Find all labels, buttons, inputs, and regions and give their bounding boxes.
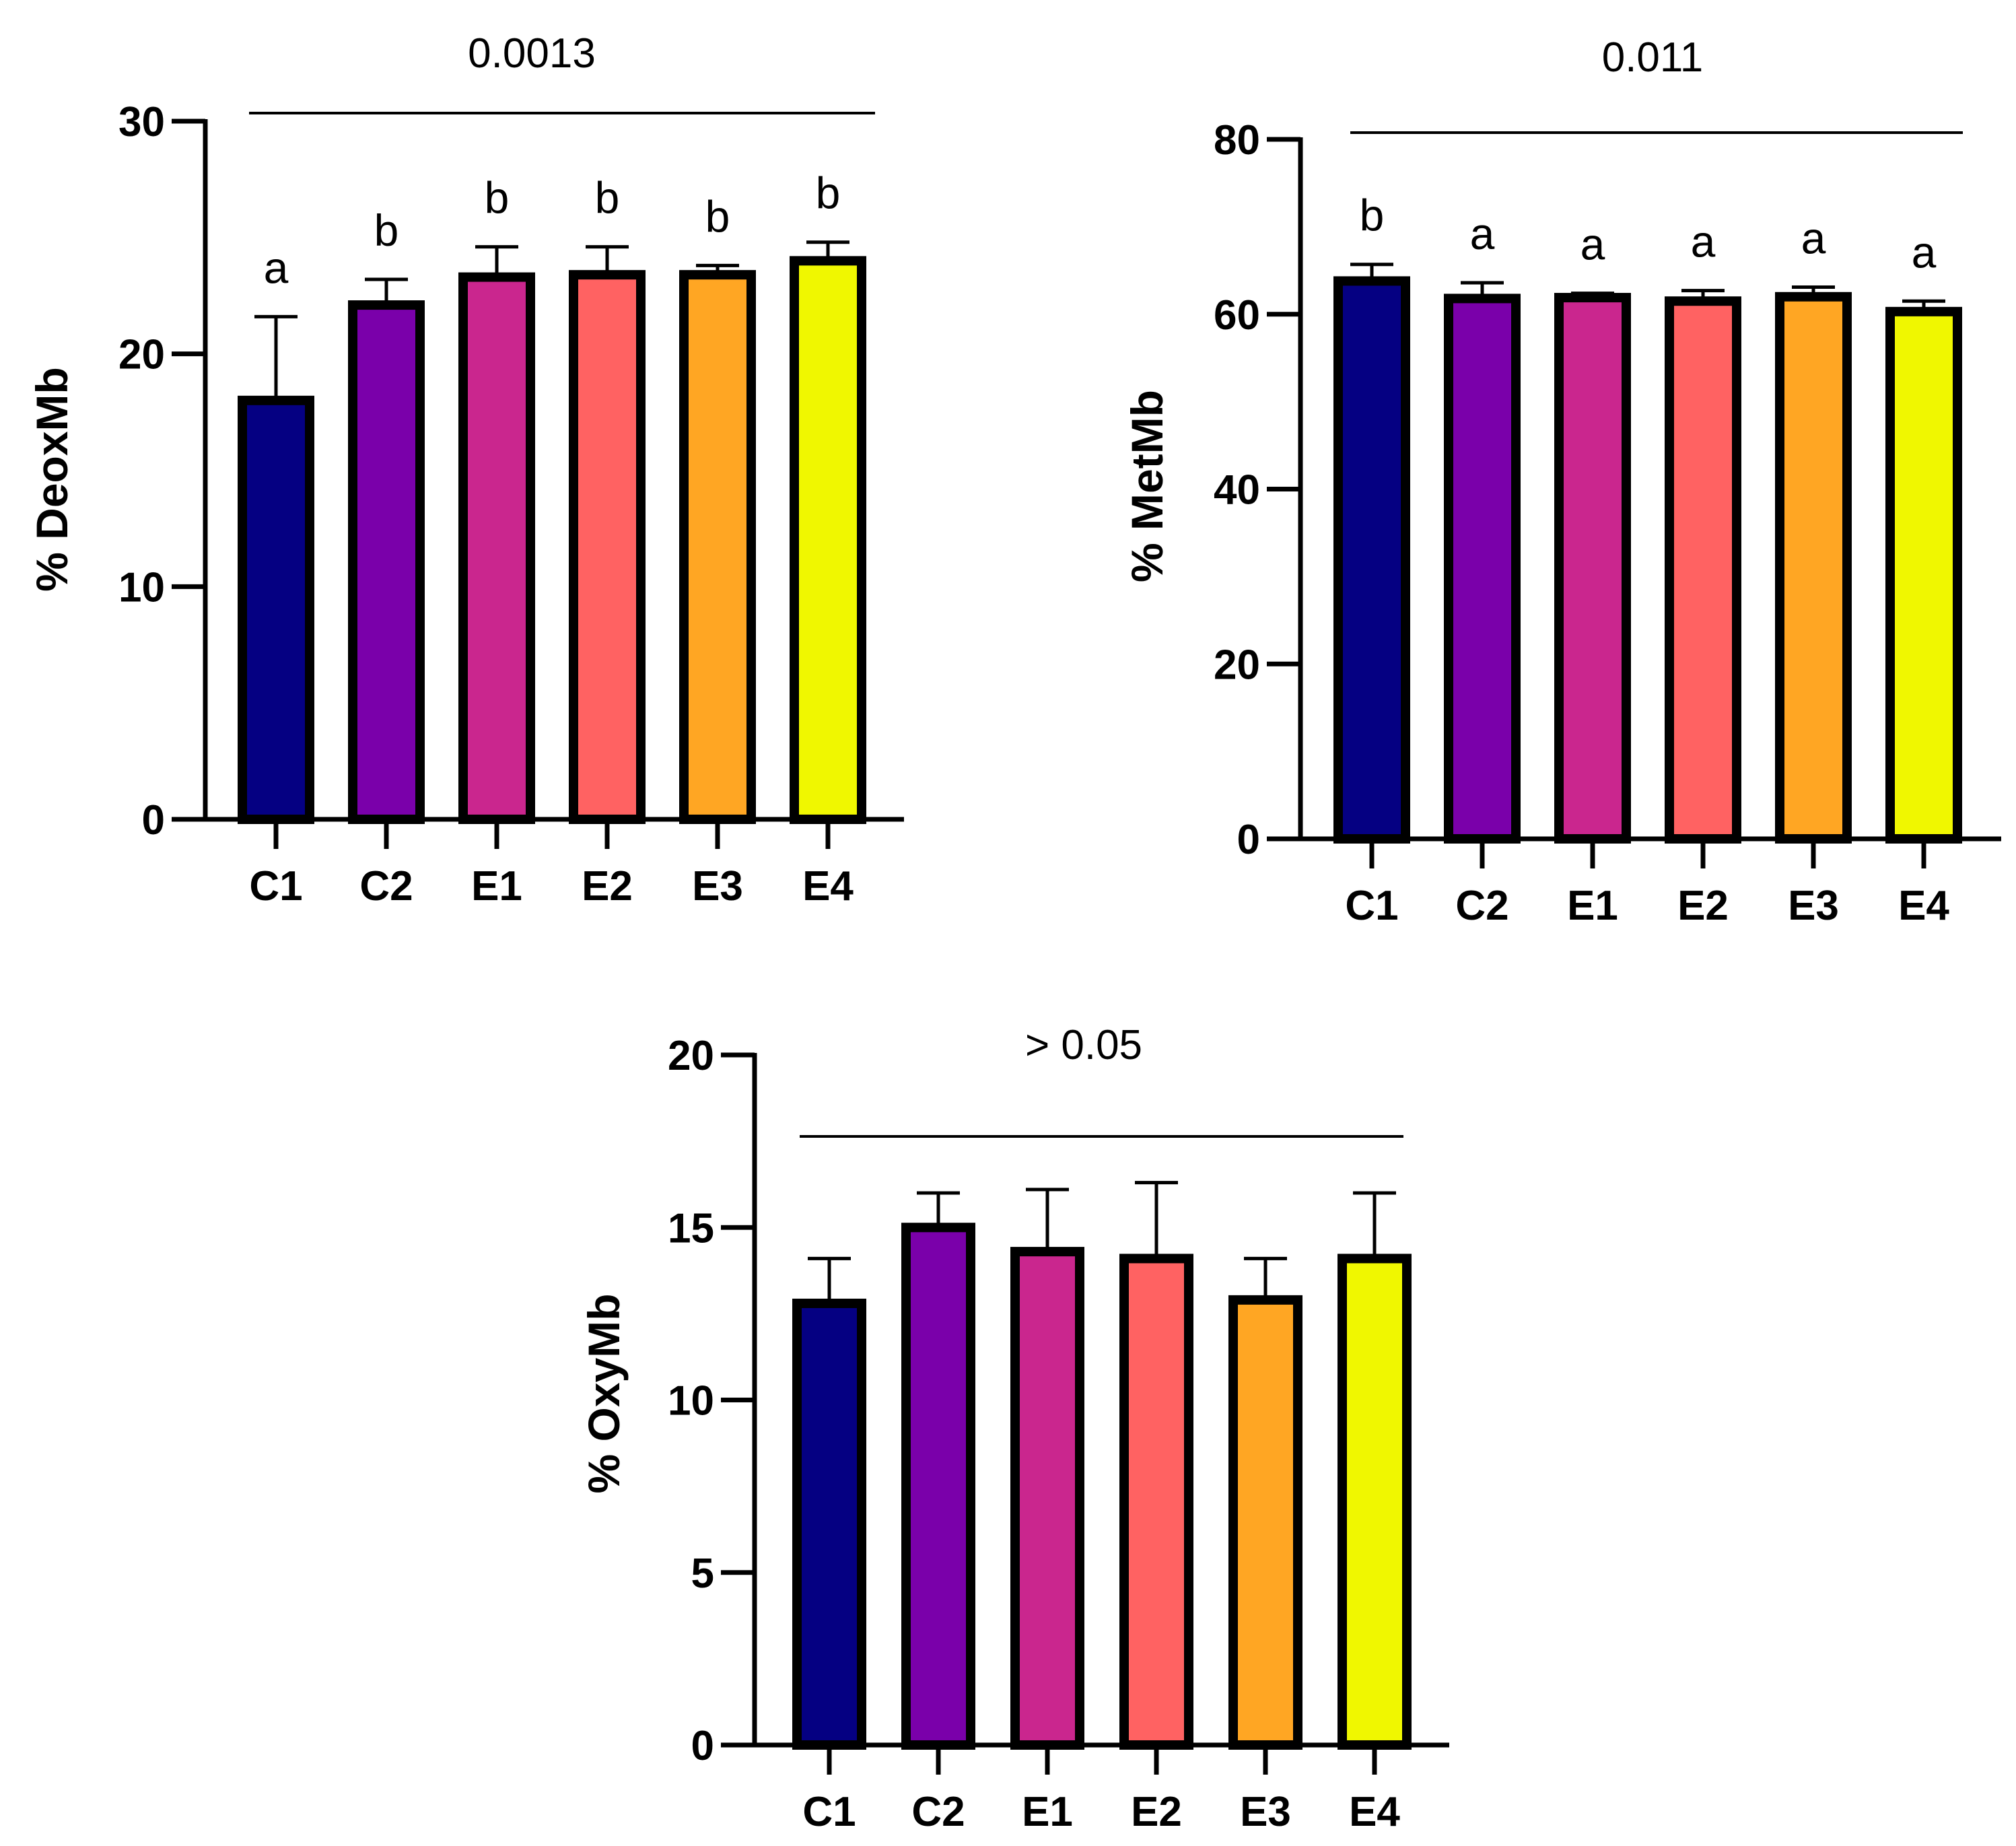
x-tick-label: E1 [1567, 883, 1618, 929]
y-tick-label: 40 [1214, 467, 1260, 514]
y-axis-title: % DeoxMb [27, 367, 77, 592]
bar-e2 [1119, 1254, 1193, 1750]
bar-c1 [792, 1299, 866, 1750]
y-tick-label: 5 [691, 1550, 714, 1597]
group-letter: a [1580, 219, 1605, 269]
x-tick-label: E2 [582, 863, 633, 910]
x-tick-label: E1 [1022, 1789, 1073, 1835]
y-tick-label: 80 [1214, 117, 1260, 164]
group-letter: a [1470, 209, 1495, 259]
y-tick-label: 10 [118, 564, 165, 611]
y-tick-label: 0 [1237, 817, 1260, 863]
x-tick-label: E4 [802, 863, 854, 910]
y-tick-label: 15 [668, 1205, 714, 1252]
group-letter: b [374, 205, 399, 255]
group-letter: b [485, 173, 510, 223]
y-tick-label: 30 [118, 99, 165, 145]
group-letter: a [1912, 227, 1937, 277]
y-tick-label: 20 [1214, 642, 1260, 688]
y-tick-label: 10 [668, 1378, 714, 1425]
x-tick-label: E2 [1677, 883, 1729, 929]
x-tick-label: E4 [1349, 1789, 1400, 1835]
group-letter: b [816, 168, 841, 218]
y-tick-label: 20 [668, 1033, 714, 1079]
x-tick-label: E3 [1240, 1789, 1291, 1835]
group-letter: b [1360, 191, 1385, 240]
group-letter: b [595, 173, 620, 223]
x-tick-label: E1 [471, 863, 522, 910]
bar-c2 [901, 1223, 975, 1750]
bar-e4 [1337, 1254, 1412, 1750]
group-letter: b [705, 191, 730, 241]
chart-panel-oxymb: % OxyMb > 0.05 0 5 10 15 20 C1 C2 E1 E2 E3 E4 [579, 1022, 1449, 1835]
x-tick-label: C2 [359, 863, 413, 910]
chart-panel-deoxmb: % DeoxMb 0.0013 a b b b b b 0 10 20 30 C1 C2 E1 E2 E3 E… [27, 30, 904, 910]
bar-c2 [1444, 294, 1521, 844]
bar-e4 [1885, 306, 1962, 844]
bar-e4 [790, 256, 866, 824]
bar-e2 [569, 270, 646, 824]
y-tick-label: 60 [1214, 292, 1260, 339]
group-letter: a [1691, 217, 1716, 267]
x-tick-label: C1 [1345, 883, 1398, 929]
x-tick-label: E3 [692, 863, 743, 910]
bar-e2 [1665, 296, 1741, 844]
y-tick-label: 0 [691, 1723, 714, 1769]
y-tick-label: 0 [142, 797, 165, 844]
bar-e1 [1554, 293, 1631, 844]
x-tick-label: C2 [911, 1789, 965, 1835]
x-tick-label: E2 [1131, 1789, 1182, 1835]
y-axis-title: % OxyMb [579, 1293, 629, 1493]
bar-e3 [679, 270, 756, 824]
x-tick-label: C1 [802, 1789, 856, 1835]
bar-e1 [1010, 1247, 1084, 1750]
bar-e3 [1228, 1295, 1302, 1750]
x-tick-label: C1 [249, 863, 302, 910]
x-tick-label: E3 [1788, 883, 1839, 929]
p-value-label: 0.011 [1602, 34, 1704, 81]
chart-panel-metmb: % MetMb 0.011 b a a a a a 0 20 40 60 80 C1 C2 E1 E2 E3 E… [1122, 34, 2001, 929]
group-letter: a [264, 242, 289, 292]
bar-e1 [458, 272, 535, 824]
p-value-label: 0.0013 [468, 30, 596, 77]
y-axis-title: % MetMb [1122, 390, 1172, 582]
x-tick-label: E4 [1898, 883, 1949, 929]
y-tick-label: 20 [118, 332, 165, 378]
bar-c1 [1333, 276, 1410, 844]
group-letter: a [1801, 213, 1826, 263]
bar-e3 [1775, 292, 1852, 844]
bar-c1 [238, 395, 314, 824]
p-value-label: > 0.05 [1025, 1022, 1142, 1068]
x-tick-label: C2 [1455, 883, 1508, 929]
bar-c2 [348, 300, 425, 824]
